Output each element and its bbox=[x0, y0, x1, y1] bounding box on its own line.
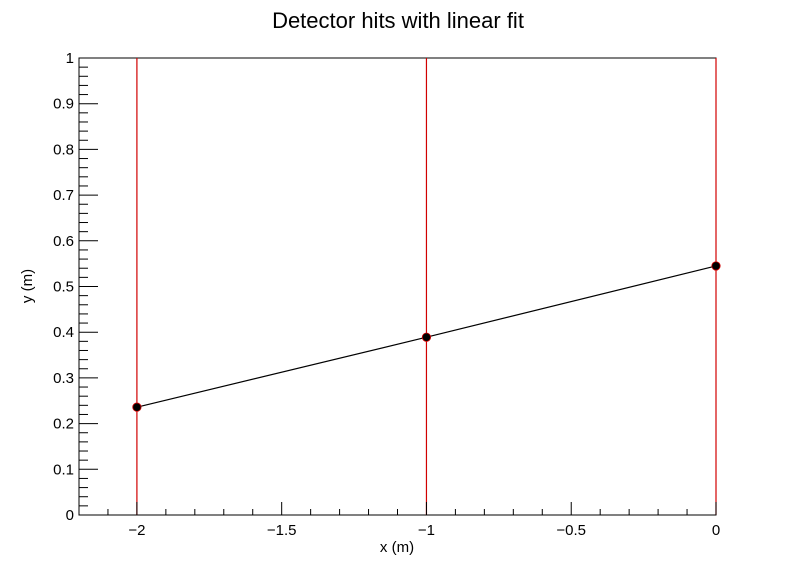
x-axis: −2 −1.5 −1 −0.5 0 bbox=[78, 502, 720, 539]
y-tick-label: 0.7 bbox=[53, 187, 74, 204]
y-tick-label: 0.2 bbox=[53, 416, 74, 433]
x-tick-label: 0 bbox=[712, 522, 720, 539]
y-tick-label: 0.9 bbox=[53, 96, 74, 113]
y-tick-label: 0.1 bbox=[53, 461, 74, 478]
x-tick-label: −0.5 bbox=[556, 522, 586, 539]
x-tick-label: −1 bbox=[418, 522, 435, 539]
x-tick-label: −1.5 bbox=[267, 522, 297, 539]
y-tick-label: 0.6 bbox=[53, 233, 74, 250]
hit-point bbox=[421, 332, 432, 342]
y-tick-label: 0.5 bbox=[53, 279, 74, 296]
x-tick-label: −2 bbox=[128, 522, 145, 539]
x-axis-label: x (m) bbox=[380, 539, 414, 556]
y-tick-label: 0.3 bbox=[53, 370, 74, 387]
detector-planes bbox=[136, 58, 717, 515]
y-tick-label: 1 bbox=[66, 50, 74, 67]
hit-point bbox=[711, 261, 721, 271]
y-tick-label: 0.8 bbox=[53, 141, 74, 158]
chart-title: Detector hits with linear fit bbox=[272, 8, 524, 33]
hit-markers bbox=[132, 261, 721, 412]
y-axis-label: y (m) bbox=[19, 269, 36, 303]
y-tick-label: 0.4 bbox=[53, 324, 74, 341]
y-axis: 0 0.1 0.2 0.3 0.4 0.5 0.6 0.7 0.8 0.9 1 bbox=[53, 50, 98, 524]
plot-frame bbox=[78, 57, 717, 516]
y-tick-label: 0 bbox=[66, 507, 74, 524]
hit-point bbox=[132, 402, 142, 412]
